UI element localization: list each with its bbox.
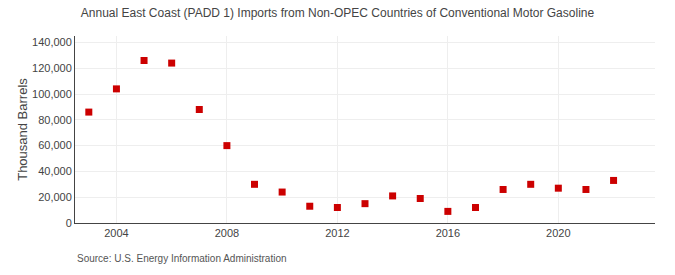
svg-text:2016: 2016 [436,227,460,239]
svg-text:Annual East Coast (PADD 1) Imp: Annual East Coast (PADD 1) Imports from … [81,6,595,20]
svg-text:2008: 2008 [215,227,239,239]
svg-text:2004: 2004 [104,227,128,239]
svg-text:2020: 2020 [546,227,570,239]
svg-text:40,000: 40,000 [38,165,72,177]
svg-text:60,000: 60,000 [38,139,72,151]
svg-text:Thousand Barrels: Thousand Barrels [15,78,30,181]
svg-text:120,000: 120,000 [32,62,72,74]
svg-text:100,000: 100,000 [32,88,72,100]
svg-text:0: 0 [66,217,72,229]
svg-text:140,000: 140,000 [32,36,72,48]
svg-text:Source: U.S. Energy Informatio: Source: U.S. Energy Information Administ… [77,253,287,264]
svg-text:20,000: 20,000 [38,191,72,203]
svg-text:2012: 2012 [325,227,349,239]
svg-text:80,000: 80,000 [38,114,72,126]
